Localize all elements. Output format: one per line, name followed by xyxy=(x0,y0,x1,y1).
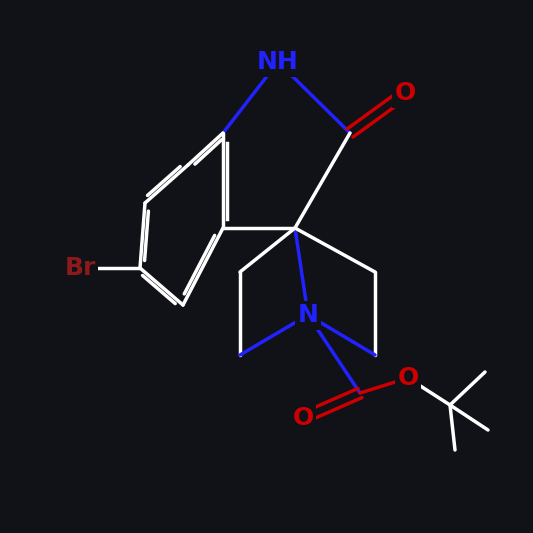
Text: O: O xyxy=(398,366,418,390)
Text: O: O xyxy=(394,81,416,105)
Text: NH: NH xyxy=(257,50,299,74)
Text: O: O xyxy=(293,406,313,430)
Text: Br: Br xyxy=(64,256,96,280)
Text: N: N xyxy=(297,303,318,327)
